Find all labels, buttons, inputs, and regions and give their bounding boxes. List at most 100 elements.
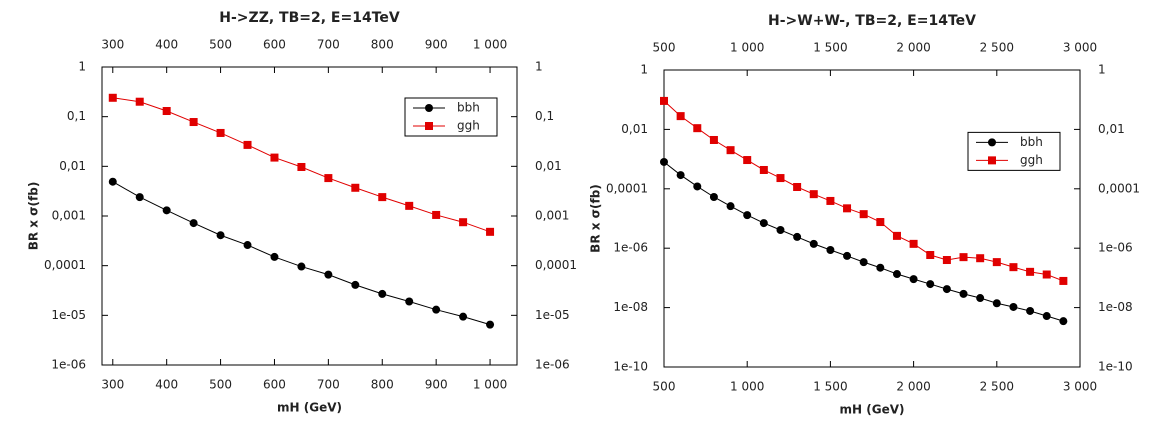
y-tick-label-right: 1 [535, 60, 543, 74]
marker [1026, 306, 1035, 315]
marker [189, 219, 198, 228]
y-tick-label-right: 1e-06 [1098, 241, 1133, 255]
marker [759, 165, 768, 174]
marker [108, 93, 117, 102]
x-tick-label: 500 [653, 380, 676, 394]
marker [793, 182, 802, 191]
marker [432, 305, 441, 314]
plot-frame [663, 69, 1081, 368]
y-tick-label-right: 0,01 [1098, 122, 1125, 136]
marker [135, 193, 144, 202]
marker [726, 146, 735, 155]
marker [809, 190, 818, 199]
x-tick-label: 700 [317, 378, 340, 392]
marker [826, 245, 835, 254]
marker [162, 107, 171, 116]
x-tick-label-top: 600 [263, 38, 286, 52]
marker [676, 112, 685, 121]
legend-box [404, 97, 498, 137]
marker [459, 312, 468, 321]
marker [776, 174, 785, 183]
marker [992, 258, 1001, 267]
y-tick-label-right: 1e-10 [1098, 360, 1133, 374]
marker [693, 124, 702, 133]
marker [189, 118, 198, 127]
x-tick-label-top: 3 000 [1063, 41, 1097, 55]
marker [892, 270, 901, 279]
y-tick-label: 0,001 [52, 209, 86, 223]
legend-marker [425, 104, 433, 112]
chart-title: H->ZZ, TB=2, E=14TeV [219, 10, 400, 26]
y-tick-label-right: 0,01 [535, 159, 562, 173]
legend-label: bbh [457, 101, 480, 115]
marker [405, 297, 414, 306]
x-tick-label-top: 400 [155, 38, 178, 52]
marker [876, 218, 885, 227]
y-tick-label: 1e-10 [613, 360, 648, 374]
marker [793, 232, 802, 241]
marker [486, 227, 495, 236]
marker [926, 280, 935, 289]
x-tick-label-top: 2 500 [980, 41, 1014, 55]
marker [1059, 276, 1068, 285]
y-tick-label: 0,0001 [44, 258, 86, 272]
marker [1026, 267, 1035, 276]
x-tick-label-top: 300 [101, 38, 124, 52]
marker [809, 239, 818, 248]
x-tick-label: 400 [155, 378, 178, 392]
marker [216, 231, 225, 240]
marker [776, 226, 785, 235]
x-tick-label: 2 500 [980, 380, 1014, 394]
x-tick-label: 1 000 [473, 378, 507, 392]
y-tick-label-right: 1 [1098, 63, 1106, 77]
marker [270, 252, 279, 261]
x-tick-label-top: 1 000 [473, 38, 507, 52]
x-axis-label: mH (GeV) [277, 401, 342, 415]
marker [324, 174, 333, 183]
marker [405, 201, 414, 210]
y-tick-label-right: 0,0001 [535, 258, 577, 272]
y-tick-label: 1e-08 [613, 300, 648, 314]
marker [843, 204, 852, 213]
y-tick-label: 1e-06 [613, 241, 648, 255]
legend-marker [425, 122, 433, 130]
marker [297, 262, 306, 271]
chart: H->W+W-, TB=2, E=14TeV mH (GeV) BR x σ(fb)… [589, 13, 1141, 417]
y-tick-label-right: 0,0001 [1098, 181, 1140, 195]
marker [162, 206, 171, 215]
y-tick-label: 0,01 [621, 122, 648, 136]
x-tick-label-top: 1 500 [813, 41, 847, 55]
x-tick-label: 3 000 [1063, 380, 1097, 394]
marker [432, 210, 441, 219]
marker [243, 241, 252, 250]
series-line [663, 100, 1064, 282]
x-tick-label: 300 [101, 378, 124, 392]
marker [693, 182, 702, 191]
legend-label: ggh [457, 119, 480, 133]
marker [1042, 270, 1051, 279]
y-tick-label-right: 1e-05 [535, 308, 570, 322]
chart: H->ZZ, TB=2, E=14TeV mH (GeV) BR x σ(fb) 30… [27, 10, 578, 415]
marker [843, 251, 852, 260]
marker [378, 193, 387, 202]
marker [959, 289, 968, 298]
marker [859, 258, 868, 267]
marker [976, 254, 985, 263]
marker [378, 289, 387, 298]
legend-marker [988, 138, 996, 147]
y-axis-label: BR x σ(fb) [27, 182, 41, 251]
marker [351, 183, 360, 192]
y-tick-label: 1 [640, 63, 648, 77]
marker [1009, 302, 1018, 311]
marker [826, 196, 835, 205]
marker [942, 285, 951, 294]
marker [486, 320, 495, 329]
marker [216, 128, 225, 137]
x-tick-label: 600 [263, 378, 286, 392]
marker [892, 231, 901, 240]
y-tick-label: 1 [78, 60, 86, 74]
x-tick-label-top: 700 [317, 38, 340, 52]
y-tick-label: 1e-05 [51, 308, 86, 322]
marker [243, 140, 252, 149]
marker [108, 177, 117, 186]
